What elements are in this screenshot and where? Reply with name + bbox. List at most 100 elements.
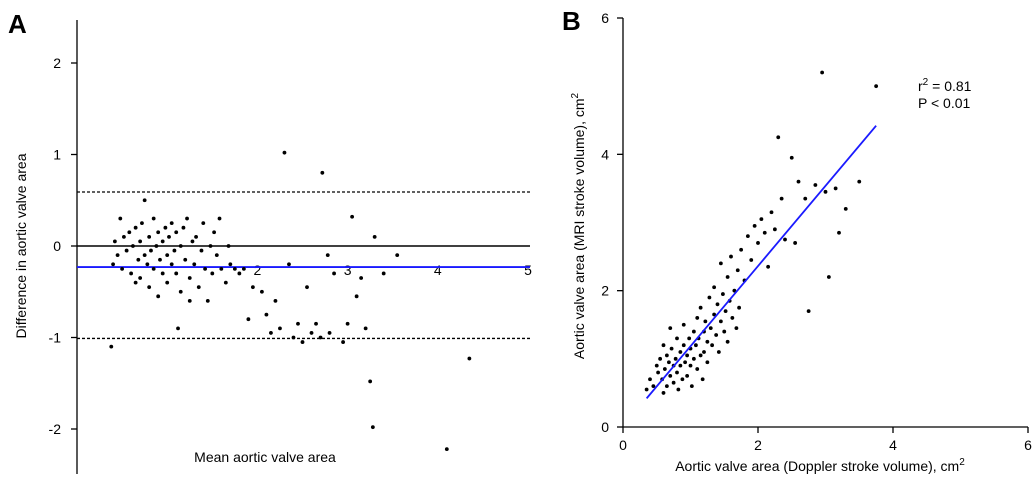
panel-a-point: [309, 331, 314, 335]
panel-b-point: [772, 227, 777, 232]
panel-a-point: [217, 216, 222, 221]
panel-a-x-axis-label: Mean aortic valve area: [194, 449, 336, 465]
panel-a-point: [241, 266, 246, 271]
panel-b-y-axis-label-text: Aortic valve area (MRI stroke volume), c…: [571, 98, 587, 359]
panel-a-point: [127, 230, 132, 235]
panel-b-label: B: [562, 6, 581, 36]
panel-b-point: [668, 326, 673, 331]
panel-a-point: [444, 447, 449, 452]
panel-b-point: [722, 329, 727, 334]
panel-b-point: [843, 206, 848, 211]
panel-a-x-tick-label: 5: [524, 262, 532, 278]
panel-a-point: [183, 257, 188, 262]
panel-a-point: [151, 216, 156, 221]
panel-a-point: [325, 253, 330, 258]
panel-b-point: [702, 350, 706, 354]
panel-b-point: [737, 305, 741, 310]
panel-a-point: [269, 331, 273, 335]
panel-a-point: [111, 262, 115, 267]
panel-a-point: [165, 280, 170, 285]
panel-a-point: [174, 230, 179, 235]
panel-b-point: [769, 210, 774, 215]
panel-a-point: [167, 234, 171, 239]
panel-b-point: [756, 241, 760, 245]
panel-b-point: [661, 391, 666, 395]
panel-b-point: [644, 387, 649, 392]
panel-a-point: [332, 271, 336, 276]
panel-b-point: [688, 363, 693, 368]
panel-a-point: [201, 221, 206, 226]
panel-a-point: [129, 271, 134, 276]
panel-a-point: [226, 244, 231, 248]
panel-a-point: [372, 234, 377, 239]
panel-b-point: [656, 370, 660, 375]
panel-a-point: [264, 312, 269, 317]
panel-a-point: [151, 266, 156, 271]
panel-b-point: [705, 339, 710, 344]
panel-b-point: [685, 353, 690, 358]
panel-b-point: [695, 316, 700, 320]
panel-b-point: [725, 275, 730, 279]
panel-a-point: [185, 216, 189, 221]
panel-b-point: [833, 186, 838, 191]
panel-b-point: [796, 179, 801, 184]
panel-b-point: [730, 316, 735, 320]
panel-a-point: [138, 276, 143, 280]
panel-b-point: [718, 319, 723, 324]
panel-b-point: [667, 360, 671, 365]
panel-b-point: [734, 326, 739, 331]
panel-a: A -2 -1 0 1 2 2 3 4 5 Mean aortic valve area Di…: [8, 9, 532, 474]
panel-a-point: [142, 253, 147, 258]
r-superscript: 2: [923, 77, 929, 88]
r-value: = 0.81: [928, 78, 971, 94]
panel-a-point: [370, 425, 375, 430]
panel-a-point: [237, 271, 242, 276]
panel-b-point: [695, 367, 700, 371]
panel-b-point: [721, 292, 725, 296]
panel-b-x-axis-label-text: Aortic valve area (Doppler stroke volume…: [675, 458, 959, 474]
panel-a-point: [214, 253, 219, 258]
panel-a-point: [187, 299, 192, 303]
panel-a-point: [368, 379, 373, 384]
panel-b-x-tick-label: 4: [889, 437, 897, 453]
panel-a-point: [199, 248, 204, 253]
panel-a-point: [194, 234, 198, 239]
panel-b-point: [712, 285, 717, 290]
panel-a-y-tick-label: -1: [49, 330, 62, 346]
panel-a-point: [187, 276, 192, 280]
panel-a-y-tick-label: 1: [53, 147, 61, 163]
panel-b-x-tick-label: 2: [754, 437, 762, 453]
panel-a-point: [156, 230, 161, 235]
panel-b-point: [691, 329, 696, 334]
panel-b-point: [820, 70, 825, 75]
panel-b-point: [683, 360, 687, 365]
panel-a-point: [203, 266, 207, 271]
panel-a-point: [156, 294, 161, 299]
panel-b-point: [676, 387, 681, 392]
panel-b-y-axis-label-sup: 2: [570, 92, 581, 98]
panel-a-y-tick-label: 2: [53, 55, 61, 71]
panel-a-point: [260, 289, 264, 294]
panel-a-point: [212, 230, 217, 235]
panel-b-point: [723, 309, 728, 314]
panel-a-point: [163, 225, 168, 230]
panel-b-point: [691, 356, 696, 361]
panel-b-point: [729, 254, 733, 259]
panel-a-point: [160, 271, 165, 276]
panel-a-point: [112, 239, 117, 244]
panel-b-point: [749, 258, 754, 262]
panel-a-point: [250, 285, 255, 290]
panel-b-point: [700, 377, 705, 382]
panel-b-point: [658, 356, 663, 361]
panel-a-point: [345, 321, 350, 326]
panel-b-point: [685, 373, 690, 378]
panel-b-x-ticks: 0 2 4 6: [619, 427, 1032, 453]
panel-a-point: [354, 294, 359, 299]
panel-b-point: [735, 268, 740, 273]
panel-b-point: [664, 384, 669, 388]
panel-a-point: [158, 257, 162, 262]
panel-b-point: [783, 237, 787, 242]
panel-a-point: [318, 335, 323, 340]
panel-b-point: [715, 302, 720, 307]
panel-b-point: [793, 241, 798, 245]
